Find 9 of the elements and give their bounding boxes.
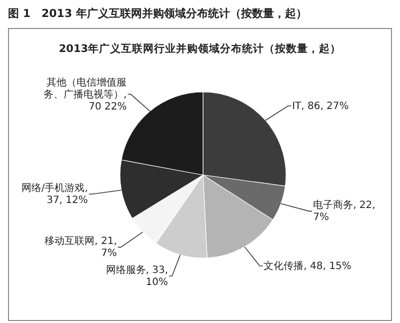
slice-label: IT, 86, 27% — [292, 100, 349, 112]
slice-label: 网络服务, 33, 10% — [106, 264, 168, 288]
caption: 图 1 2013 年广义互联网并购领域分布统计（按数量，起） — [8, 7, 307, 20]
slice-label: 移动互联网, 21, 7% — [44, 235, 117, 260]
slice-label: 电子商务, 22, 7% — [313, 199, 376, 224]
slice-label: 文化传播, 48, 15% — [264, 260, 352, 272]
slice-label: 其他（电信增值服务、广播电视等）, 70 22% — [44, 76, 127, 112]
slice-label: 网络/手机游戏, 37, 12% — [21, 182, 88, 206]
chart-title: 2013年广义互联网行业并购领域分布统计（按数量，起） — [58, 42, 342, 55]
